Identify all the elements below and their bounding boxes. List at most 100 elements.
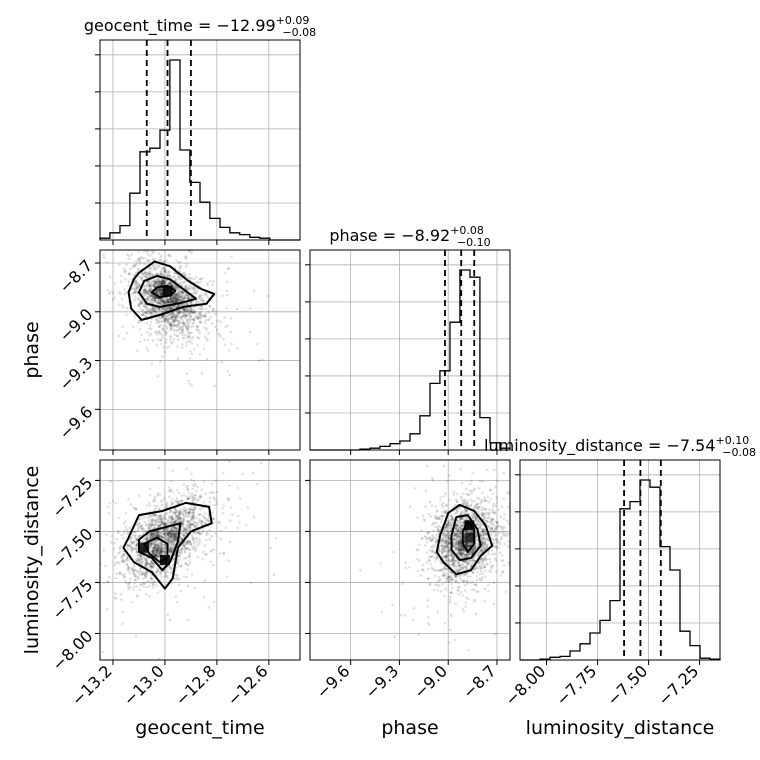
sample-point	[156, 534, 160, 537]
sample-point	[483, 496, 486, 499]
sample-point	[450, 559, 454, 562]
sample-point	[431, 550, 435, 553]
sample-point	[113, 541, 116, 545]
sample-point	[186, 515, 190, 518]
sample-point	[135, 281, 139, 284]
sample-point	[456, 553, 460, 557]
sample-point	[174, 285, 177, 289]
sample-point	[160, 283, 163, 286]
sample-point	[171, 300, 175, 304]
sample-point	[178, 294, 182, 297]
sample-point	[179, 552, 182, 555]
sample-point	[182, 311, 185, 315]
sample-point	[178, 264, 182, 268]
sample-point	[467, 544, 471, 547]
sample-point	[147, 522, 151, 526]
sample-point	[465, 530, 469, 533]
sample-point	[495, 497, 499, 500]
sample-point	[153, 532, 157, 536]
sample-point	[172, 511, 175, 515]
sample-point	[484, 539, 487, 543]
sample-point	[474, 514, 478, 518]
sample-point	[453, 534, 456, 537]
sample-point	[185, 541, 189, 545]
sample-point	[167, 313, 171, 317]
sample-point	[215, 502, 219, 506]
sample-point	[183, 557, 186, 560]
sample-point	[165, 568, 169, 572]
sample-point	[174, 293, 177, 296]
sample-point	[158, 516, 162, 520]
sample-point	[159, 542, 163, 545]
sample-point	[168, 516, 171, 519]
sample-point	[181, 328, 185, 332]
density-cell	[154, 280, 165, 291]
sample-point	[152, 284, 156, 288]
sample-point	[143, 289, 147, 292]
sample-point	[132, 264, 136, 268]
sample-point	[221, 294, 224, 297]
sample-point	[131, 541, 135, 545]
sample-point	[182, 281, 185, 285]
sample-point	[110, 534, 114, 538]
sample-point	[183, 308, 186, 312]
sample-point	[134, 634, 138, 637]
sample-point	[151, 257, 155, 261]
sample-point	[184, 528, 187, 532]
sample-point	[154, 513, 158, 517]
sample-point	[453, 555, 456, 558]
sample-point	[491, 510, 495, 513]
sample-point	[174, 519, 178, 523]
sample-point	[213, 325, 217, 329]
sample-point	[135, 538, 139, 541]
sample-point	[205, 328, 208, 331]
sample-point	[177, 309, 180, 313]
sample-point	[192, 311, 196, 314]
sample-point	[125, 263, 129, 266]
title-sup: +0.10	[716, 434, 750, 447]
sample-point	[147, 562, 150, 566]
sample-point	[166, 532, 170, 536]
sample-point	[483, 566, 486, 569]
sample-point	[149, 243, 152, 246]
sample-point	[143, 538, 147, 541]
sample-point	[160, 281, 163, 285]
sample-point	[165, 534, 168, 538]
sample-point	[139, 340, 142, 344]
sample-point	[150, 311, 154, 314]
sample-point	[183, 294, 187, 298]
sample-point	[458, 532, 461, 535]
sample-point	[238, 497, 242, 500]
sample-point	[161, 550, 165, 554]
sample-point	[171, 300, 174, 304]
sample-point	[138, 262, 142, 265]
sample-point	[191, 523, 194, 526]
sample-point	[148, 564, 152, 567]
sample-point	[190, 512, 194, 515]
sample-point	[221, 511, 225, 515]
sample-point	[188, 553, 191, 557]
sample-point	[179, 309, 182, 313]
sample-point	[108, 502, 112, 505]
sample-point	[157, 507, 161, 510]
sample-point	[467, 505, 471, 509]
sample-point	[178, 331, 182, 335]
sample-point	[461, 566, 465, 569]
sample-point	[142, 304, 146, 308]
sample-point	[229, 316, 233, 320]
sample-point	[173, 520, 177, 523]
contour-level-1	[138, 275, 198, 308]
sample-point	[154, 570, 158, 574]
sample-point	[243, 442, 246, 445]
sample-point	[169, 282, 173, 286]
sample-point	[466, 499, 469, 503]
sample-point	[167, 271, 171, 275]
sample-point	[529, 513, 532, 516]
sample-point	[173, 526, 177, 529]
sample-point	[167, 532, 171, 536]
sample-point	[161, 521, 165, 525]
sample-point	[168, 548, 172, 551]
sample-point	[214, 312, 217, 316]
sample-point	[191, 516, 195, 519]
sample-point	[192, 479, 196, 483]
